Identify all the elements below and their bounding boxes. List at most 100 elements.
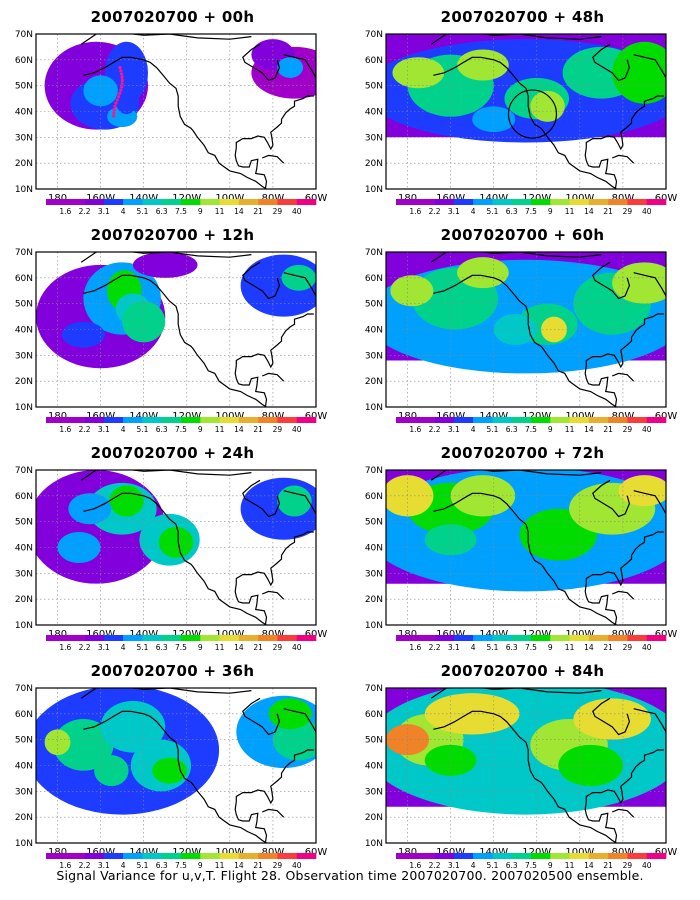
colorbar-swatch bbox=[415, 199, 435, 205]
colorbar-label: 9 bbox=[198, 643, 203, 652]
track-point bbox=[119, 72, 124, 76]
coastline bbox=[242, 479, 281, 518]
lat-tick-label: 70N bbox=[365, 684, 383, 694]
colorbar-label: 40 bbox=[642, 207, 652, 216]
graticule bbox=[36, 34, 316, 189]
colorbar-swatch bbox=[531, 853, 551, 859]
colorbar-swatch bbox=[531, 199, 551, 205]
coastline bbox=[80, 688, 252, 699]
variance-field bbox=[386, 688, 666, 843]
panel-title: 2007020700 + 12h bbox=[90, 226, 255, 244]
colorbar-swatch bbox=[396, 635, 416, 641]
colorbar-swatch bbox=[142, 853, 163, 859]
colorbar-label: 40 bbox=[292, 861, 302, 870]
observation-circle bbox=[507, 89, 558, 139]
colorbar-label: 9 bbox=[198, 425, 203, 434]
colorbar-label: 5.1 bbox=[136, 207, 148, 216]
colorbar-swatch bbox=[181, 199, 201, 205]
lon-tick-label: 60W bbox=[305, 629, 328, 640]
lat-tick-label: 50N bbox=[365, 518, 383, 528]
coastlines bbox=[430, 34, 666, 189]
lon-tick-label: 80W bbox=[612, 847, 635, 858]
colorbar-swatch bbox=[277, 853, 298, 859]
lon-tick-label: 180 bbox=[48, 193, 67, 204]
lat-tick-label: 50N bbox=[365, 300, 383, 310]
colorbar-swatch bbox=[473, 635, 493, 641]
colorbar-label: 21 bbox=[253, 861, 263, 870]
colorbar-label: 14 bbox=[584, 643, 594, 652]
lat-tick-label: 30N bbox=[15, 787, 33, 797]
colorbar-swatch bbox=[238, 853, 259, 859]
lat-tick-label: 10N bbox=[15, 621, 33, 631]
colorbar-label: 29 bbox=[273, 861, 283, 870]
map-plot: 70N 60N 50N 40N 30N 20N 10N 180 160W 140W 120W 100W… bbox=[365, 248, 678, 434]
colorbar-swatch bbox=[569, 635, 590, 641]
colorbar-swatch bbox=[65, 853, 85, 859]
colorbar-label: 4 bbox=[471, 207, 476, 216]
colorbar-swatch bbox=[550, 417, 570, 423]
colorbar-swatch bbox=[646, 199, 667, 205]
map-frame bbox=[35, 251, 317, 408]
variance-contour bbox=[158, 526, 194, 558]
lon-tick-label: 120W bbox=[172, 193, 201, 204]
colorbar-label: 5.1 bbox=[136, 425, 148, 434]
colorbar-label: 14 bbox=[234, 425, 244, 434]
coastline bbox=[261, 590, 285, 600]
colorbar-label: 7.5 bbox=[525, 861, 537, 870]
colorbar-swatch bbox=[161, 635, 182, 641]
lat-tick-label: 50N bbox=[365, 736, 383, 746]
coastline bbox=[80, 470, 252, 481]
coastline bbox=[430, 34, 602, 45]
colorbar-swatch bbox=[646, 853, 667, 859]
coastline bbox=[261, 372, 285, 382]
colorbar-label: 2.2 bbox=[79, 861, 91, 870]
colorbar: 1.6 2.2 3.1 4 5.1 6.3 7.5 9 11 14 21 29 40 bbox=[46, 417, 317, 434]
colorbar-swatch bbox=[296, 199, 317, 205]
colorbar-swatch bbox=[492, 853, 513, 859]
track-point bbox=[120, 78, 124, 83]
colorbar-label: 4 bbox=[471, 425, 476, 434]
lon-tick-label: 80W bbox=[612, 193, 635, 204]
variance-contour bbox=[457, 49, 509, 81]
coastline bbox=[584, 801, 618, 843]
coastlines bbox=[430, 252, 666, 407]
colorbar-swatch bbox=[84, 635, 105, 641]
lat-tick-label: 30N bbox=[365, 787, 383, 797]
track-point bbox=[120, 75, 124, 79]
map-frame bbox=[35, 469, 317, 626]
lat-tick-label: 50N bbox=[15, 518, 33, 528]
lon-tick-label: 140W bbox=[129, 411, 158, 422]
colorbar-label: 5.1 bbox=[136, 643, 148, 652]
colorbar-label: 9 bbox=[548, 643, 553, 652]
colorbar-label: 3.1 bbox=[98, 861, 110, 870]
lon-tick-label: 120W bbox=[522, 847, 551, 858]
colorbar-swatch bbox=[238, 635, 259, 641]
lat-tick-label: 50N bbox=[15, 300, 33, 310]
colorbar-swatch bbox=[219, 417, 240, 423]
coastline bbox=[235, 313, 314, 369]
lat-tick-label: 70N bbox=[365, 30, 383, 40]
colorbar-swatch bbox=[492, 635, 513, 641]
colorbar-swatch bbox=[65, 635, 85, 641]
map-plot: 70N 60N 50N 40N 30N 20N 10N 180 160W 140W 120W 100W… bbox=[15, 248, 328, 434]
variance-contour bbox=[53, 719, 114, 771]
lon-tick-label: 160W bbox=[86, 629, 115, 640]
lon-tick-label: 180 bbox=[48, 629, 67, 640]
track-point bbox=[112, 114, 116, 118]
colorbar-swatch bbox=[608, 417, 628, 423]
colorbar-swatch bbox=[219, 635, 240, 641]
lon-tick-label: 100W bbox=[565, 847, 594, 858]
colorbar-swatch bbox=[123, 853, 143, 859]
colorbar-label: 21 bbox=[603, 861, 613, 870]
colorbar-swatch bbox=[200, 199, 220, 205]
coastlines bbox=[80, 34, 316, 189]
colorbar-label: 21 bbox=[253, 207, 263, 216]
coastline bbox=[633, 708, 666, 733]
colorbar-label: 14 bbox=[584, 861, 594, 870]
variance-contour bbox=[386, 475, 434, 517]
lon-tick-label: 80W bbox=[262, 411, 285, 422]
colorbar-swatch bbox=[588, 853, 609, 859]
lon-tick-label: 60W bbox=[655, 411, 678, 422]
lat-tick-label: 10N bbox=[365, 403, 383, 413]
colorbar-swatch bbox=[103, 635, 124, 641]
